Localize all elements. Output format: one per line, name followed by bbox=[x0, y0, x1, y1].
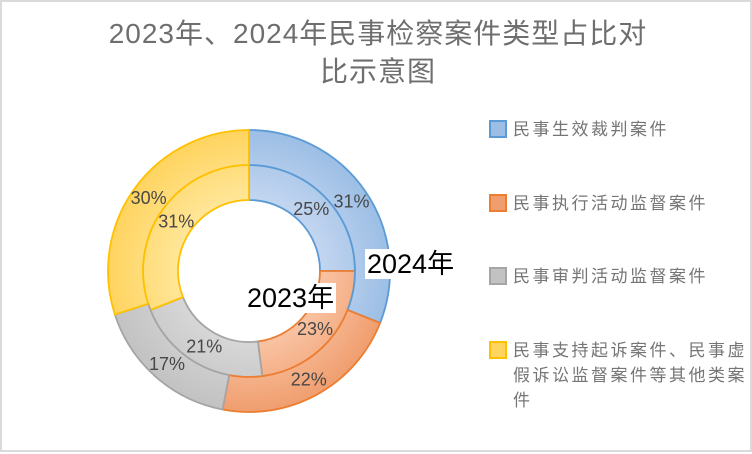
legend-swatch-orange bbox=[489, 194, 507, 212]
donut-slice-2024年-3 bbox=[107, 129, 250, 316]
chart-title-line-1: 2023年、2024年民事检察案件类型占比对 bbox=[108, 18, 648, 49]
data-label-2024年-3: 30% bbox=[131, 188, 167, 208]
data-label-2023年-3: 31% bbox=[158, 212, 194, 232]
data-label-2024年-2: 17% bbox=[149, 354, 185, 374]
legend-item: 民事生效裁判案件 bbox=[489, 117, 751, 142]
legend-swatch-blue bbox=[489, 120, 507, 138]
legend-swatch-yellow bbox=[489, 341, 507, 359]
legend-item: 民事支持起诉案件、民事虚假诉讼监督案件等其他类案件 bbox=[489, 338, 751, 413]
legend: 民事生效裁判案件 民事执行活动监督案件 民事审判活动监督案件 民事支持起诉案件、… bbox=[489, 2, 749, 454]
series-label-2023: 2023年 bbox=[245, 283, 337, 313]
data-label-2023年-1: 23% bbox=[297, 319, 333, 339]
legend-item: 民事审判活动监督案件 bbox=[489, 264, 751, 289]
legend-label: 民事生效裁判案件 bbox=[513, 120, 669, 139]
legend-swatch-gray bbox=[489, 267, 507, 285]
legend-label: 民事支持起诉案件、民事虚假诉讼监督案件等其他类案件 bbox=[513, 341, 747, 410]
data-label-2024年-1: 22% bbox=[291, 370, 327, 390]
series-label-2024: 2024年 bbox=[365, 249, 457, 279]
data-label-2023年-2: 21% bbox=[186, 337, 222, 357]
legend-label: 民事执行活动监督案件 bbox=[513, 194, 708, 213]
legend-label: 民事审判活动监督案件 bbox=[513, 267, 708, 286]
legend-item: 民事执行活动监督案件 bbox=[489, 191, 751, 216]
chart-title-line-2: 比示意图 bbox=[319, 56, 436, 87]
chart-title: 2023年、2024年民事检察案件类型占比对 比示意图 bbox=[2, 15, 752, 91]
data-label-2024年-0: 31% bbox=[334, 191, 370, 211]
data-label-2023年-0: 25% bbox=[293, 199, 329, 219]
